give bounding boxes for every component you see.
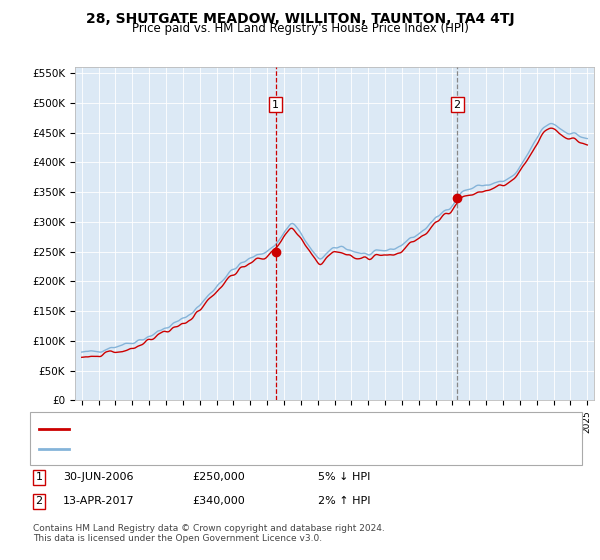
Text: Price paid vs. HM Land Registry's House Price Index (HPI): Price paid vs. HM Land Registry's House … [131,22,469,35]
Text: 13-APR-2017: 13-APR-2017 [63,496,134,506]
Text: 28, SHUTGATE MEADOW, WILLITON, TAUNTON, TA4 4TJ (detached house): 28, SHUTGATE MEADOW, WILLITON, TAUNTON, … [74,424,439,433]
Text: 2: 2 [35,496,43,506]
Text: 1: 1 [35,472,43,482]
Text: 30-JUN-2006: 30-JUN-2006 [63,472,133,482]
Text: 28, SHUTGATE MEADOW, WILLITON, TAUNTON, TA4 4TJ: 28, SHUTGATE MEADOW, WILLITON, TAUNTON, … [86,12,514,26]
Text: £340,000: £340,000 [192,496,245,506]
Text: HPI: Average price, detached house, Somerset: HPI: Average price, detached house, Some… [74,444,305,454]
Text: £250,000: £250,000 [192,472,245,482]
Text: 2% ↑ HPI: 2% ↑ HPI [318,496,371,506]
Text: 5% ↓ HPI: 5% ↓ HPI [318,472,370,482]
Text: 2: 2 [454,100,461,110]
Text: Contains HM Land Registry data © Crown copyright and database right 2024.
This d: Contains HM Land Registry data © Crown c… [33,524,385,543]
Text: 1: 1 [272,100,279,110]
